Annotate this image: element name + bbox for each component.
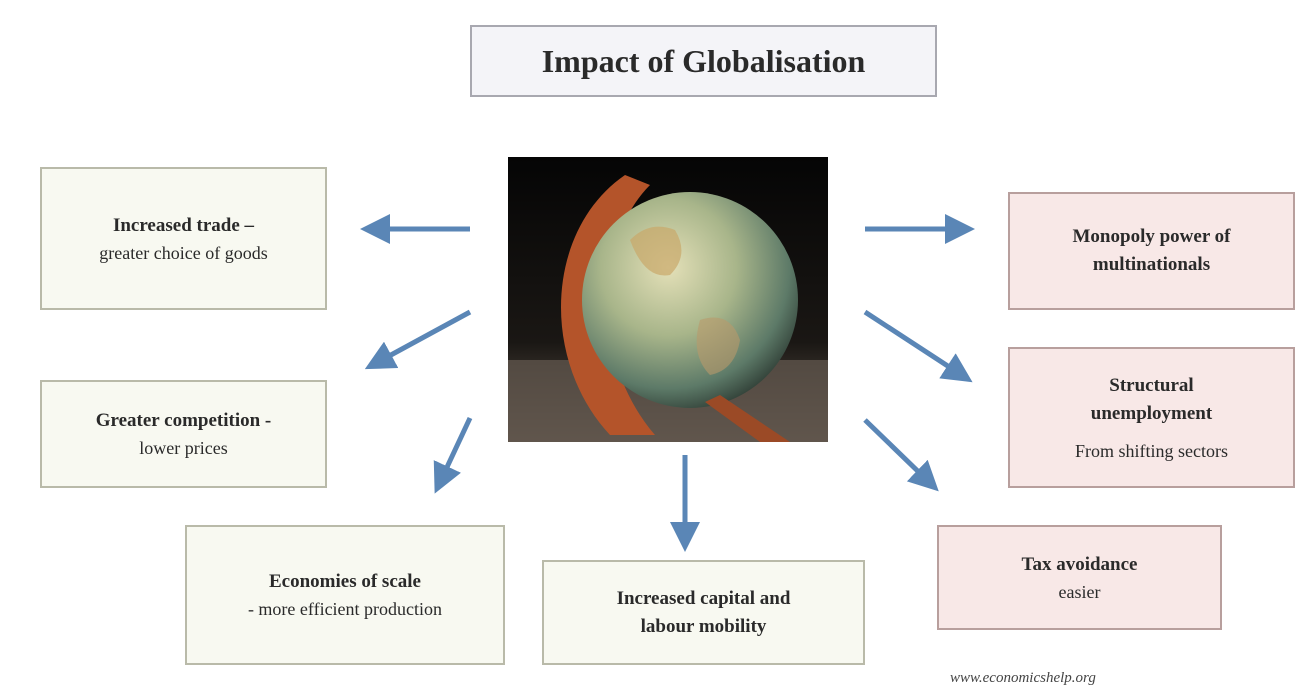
globe-photo bbox=[508, 157, 828, 442]
node-box: Increased capital and labour mobility bbox=[542, 560, 865, 665]
node-heading: Economies of scale bbox=[269, 571, 421, 592]
node-heading: Greater competition - bbox=[95, 410, 272, 431]
title: Impact of Globalisation bbox=[470, 25, 937, 97]
node-heading: Increased capital and bbox=[616, 587, 791, 609]
node-heading: labour mobility bbox=[640, 615, 767, 637]
node-detail: - more efficient production bbox=[247, 599, 443, 619]
node-box: Economies of scale - more efficient produ… bbox=[185, 525, 505, 665]
node-heading: Monopoly power of bbox=[1072, 226, 1231, 247]
node-box: Greater competition - lower prices bbox=[40, 380, 327, 488]
node-heading: Structural bbox=[1109, 374, 1194, 396]
node-detail: From shifting sectors bbox=[1075, 440, 1228, 461]
node-heading: multinationals bbox=[1092, 254, 1211, 275]
node-detail: easier bbox=[1058, 581, 1101, 602]
node-box: Monopoly power of multinationals bbox=[1008, 192, 1295, 310]
credit: www.economicshelp.org bbox=[950, 670, 1096, 686]
node-box: Increased trade – greater choice of goods bbox=[40, 167, 327, 310]
node-heading: Increased trade – bbox=[112, 214, 255, 236]
arrow bbox=[863, 418, 939, 492]
node-box: Tax avoidance easier bbox=[937, 525, 1222, 630]
node-detail: lower prices bbox=[139, 438, 228, 458]
node-detail: greater choice of goods bbox=[99, 242, 268, 263]
node-box: Structural unemployment From shifting sect… bbox=[1008, 347, 1295, 488]
arrow bbox=[364, 309, 472, 370]
arrows bbox=[360, 214, 975, 552]
node-heading: Tax avoidance bbox=[1021, 553, 1138, 575]
arrow bbox=[433, 416, 473, 494]
arrow bbox=[863, 309, 973, 383]
node-heading: unemployment bbox=[1090, 402, 1213, 424]
